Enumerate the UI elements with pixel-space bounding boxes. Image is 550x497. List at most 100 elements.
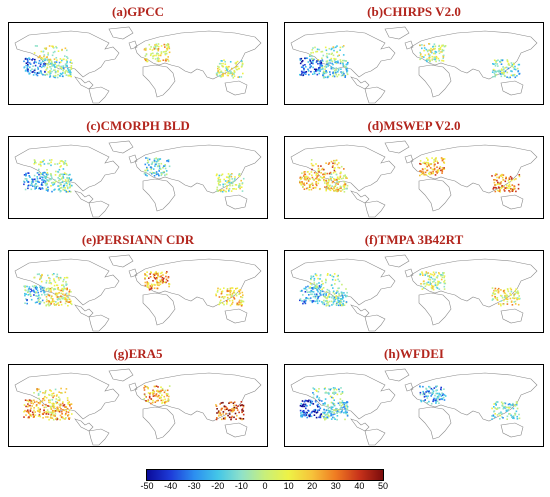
station-dot: [326, 416, 329, 418]
station-dot: [67, 187, 69, 190]
station-dot: [53, 407, 55, 409]
station-dot: [37, 415, 40, 417]
station-dot: [304, 175, 306, 178]
station-dot: [28, 175, 31, 177]
station-dot: [38, 414, 41, 416]
station-dot: [516, 67, 519, 70]
station-dot: [312, 178, 314, 180]
station-dot: [44, 392, 46, 395]
station-dot: [49, 304, 51, 306]
station-dot: [236, 60, 239, 63]
station-dot: [228, 175, 231, 178]
station-dot: [434, 284, 437, 286]
station-dot: [426, 60, 428, 63]
station-dot: [332, 172, 335, 174]
station-dot: [218, 66, 220, 68]
station-dot: [224, 408, 226, 411]
station-dot: [162, 59, 165, 61]
station-dot: [41, 176, 43, 178]
station-dot: [427, 390, 430, 393]
station-dot: [494, 184, 496, 186]
station-dot: [506, 295, 509, 297]
station-dot: [66, 164, 68, 167]
station-dot: [55, 402, 58, 405]
station-dot: [335, 188, 338, 191]
station-dot: [166, 393, 168, 395]
station-dot: [155, 171, 158, 173]
station-dot: [226, 66, 229, 68]
station-dot: [24, 302, 26, 304]
station-dot: [317, 62, 319, 65]
station-dot: [230, 173, 232, 176]
station-dot: [65, 417, 67, 419]
station-dot: [147, 399, 150, 401]
station-dot: [49, 73, 51, 76]
station-dot: [230, 290, 232, 292]
station-dot: [337, 409, 340, 411]
station-dot: [155, 271, 157, 273]
station-dot: [335, 67, 338, 69]
station-dot: [57, 288, 60, 291]
station-dot: [328, 178, 331, 181]
station-dot: [333, 296, 336, 299]
station-dot: [147, 386, 149, 389]
station-dot: [329, 274, 332, 276]
station-dot: [218, 415, 220, 417]
station-dot: [305, 414, 308, 416]
station-dot: [223, 59, 225, 61]
map-panel-f: (f)TMPA 3B42RT: [284, 232, 544, 333]
station-dot: [429, 173, 431, 176]
station-dot: [149, 273, 151, 275]
station-dot: [328, 53, 330, 55]
station-dot: [64, 302, 67, 305]
coastline: [290, 144, 396, 192]
coastline: [364, 428, 386, 446]
station-dot: [438, 272, 440, 274]
station-dot: [334, 409, 336, 411]
world-map: [14, 26, 262, 104]
station-dot: [316, 48, 319, 51]
station-dot: [309, 415, 312, 417]
coastline: [364, 314, 386, 332]
station-dot: [433, 168, 436, 171]
station-dot: [425, 48, 428, 51]
station-dot: [340, 68, 342, 70]
station-dot: [302, 185, 304, 188]
station-dot: [60, 66, 63, 68]
station-dot: [302, 74, 305, 76]
station-dot: [166, 49, 169, 51]
station-dot: [314, 295, 317, 298]
station-dot: [435, 60, 437, 63]
station-dot: [49, 66, 52, 68]
station-dot: [59, 66, 62, 68]
coastline: [364, 86, 386, 104]
station-dot: [443, 394, 446, 396]
station-dot: [439, 46, 442, 49]
station-dot: [45, 296, 48, 298]
station-dot: [149, 392, 152, 394]
station-dot: [156, 45, 159, 47]
station-dot: [346, 413, 349, 416]
station-dot: [238, 173, 240, 176]
station-dot: [494, 75, 496, 78]
station-dot: [496, 63, 499, 65]
station-dot: [33, 407, 35, 409]
station-dot: [151, 285, 153, 288]
station-dot: [441, 159, 444, 162]
station-dot: [223, 178, 225, 181]
station-dot: [45, 184, 47, 187]
station-dot: [437, 395, 440, 398]
station-dot: [46, 298, 48, 301]
station-dot: [227, 414, 229, 417]
station-dot: [159, 60, 162, 62]
coastline: [128, 268, 138, 278]
station-dot: [64, 55, 66, 57]
station-dot: [56, 59, 58, 61]
station-dot: [165, 275, 167, 278]
station-dot: [229, 182, 231, 185]
station-dot: [236, 407, 238, 409]
station-dot: [222, 183, 224, 186]
coastline: [404, 268, 414, 278]
station-dot: [493, 63, 495, 65]
station-dot: [315, 181, 317, 184]
